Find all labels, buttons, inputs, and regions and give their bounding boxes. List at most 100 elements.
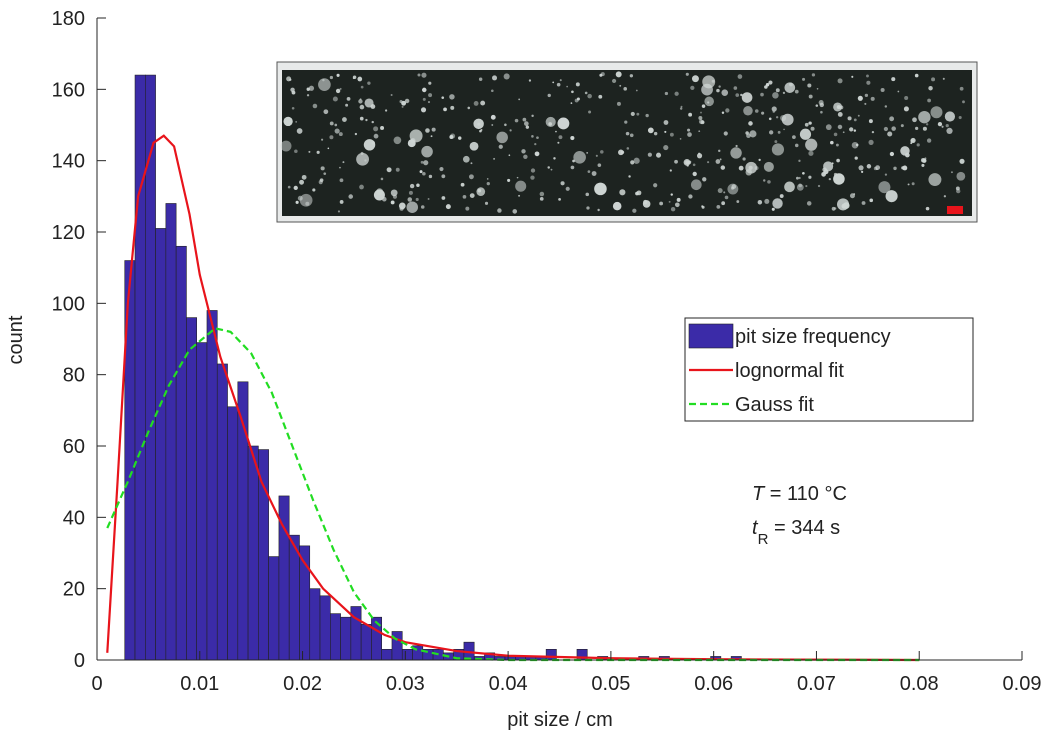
inset-speck [586, 206, 590, 210]
bar [268, 556, 280, 661]
inset-speck [571, 90, 574, 94]
inset-speck [774, 140, 778, 144]
inset-speck [552, 81, 555, 84]
inset-speck [676, 197, 681, 202]
inset-speck [515, 180, 527, 192]
inset-speck [798, 176, 801, 180]
inset-speck [891, 126, 896, 131]
bar [401, 648, 413, 661]
x-tick-label: 0.05 [591, 673, 630, 695]
inset-speck [342, 117, 347, 122]
inset-speck [864, 93, 869, 98]
y-tick-label: 140 [52, 151, 85, 173]
inset-speck [725, 108, 730, 113]
inset-speck [346, 96, 351, 101]
inset-speck [295, 200, 299, 204]
inset-speck [468, 174, 474, 180]
inset-speck [748, 121, 753, 126]
inset-speck [718, 149, 721, 153]
inset-speck [636, 112, 640, 116]
inset-speck [866, 164, 872, 169]
inset-speck [557, 117, 570, 130]
inset-speck [775, 116, 779, 119]
inset-speck [327, 147, 330, 150]
inset-speck [547, 166, 550, 169]
inset-speck [825, 124, 832, 131]
inset-speck [849, 127, 854, 132]
inset-speck [316, 150, 320, 154]
inset-speck [956, 171, 966, 181]
inset-speck [445, 204, 451, 210]
inset-speck [509, 129, 512, 132]
inset-speck [811, 73, 816, 77]
y-tick-label: 80 [63, 365, 85, 387]
bar [309, 588, 321, 661]
bar [134, 74, 146, 661]
inset-speck [560, 181, 565, 186]
inset-speck [925, 123, 929, 126]
inset-speck [669, 169, 672, 172]
inset-speck [422, 171, 426, 176]
inset-speck [765, 82, 770, 87]
annotation-symbol: t [752, 517, 759, 539]
inset-speck [512, 209, 518, 214]
inset-speck [861, 170, 864, 174]
inset-speck [555, 130, 557, 133]
inset-speck [323, 109, 329, 115]
x-tick-label: 0.04 [489, 673, 528, 695]
inset-speck [450, 105, 455, 110]
inset-speck [486, 182, 490, 186]
inset-speck [642, 200, 651, 208]
inset-speck [458, 136, 462, 140]
inset-speck [491, 89, 494, 93]
bar [391, 631, 403, 661]
inset-speck [931, 77, 936, 82]
inset-speck [575, 82, 580, 87]
inset-speck [771, 106, 777, 112]
inset-speck [524, 121, 529, 126]
inset-speck [690, 179, 702, 191]
inset-speck [805, 184, 808, 188]
inset-speck [794, 89, 799, 94]
inset-speck [320, 166, 325, 171]
inset-speck [625, 131, 630, 136]
inset-speck [633, 157, 640, 164]
inset-speck [653, 131, 658, 136]
inset-speck [295, 120, 298, 123]
inset-speck [367, 81, 371, 85]
inset-speck [417, 73, 421, 77]
inset-speck [808, 94, 813, 99]
inset-speck [883, 126, 889, 132]
inset-speck [928, 173, 942, 187]
legend-label: Gauss fit [735, 394, 814, 416]
x-axis-label: pit size / cm [507, 709, 613, 731]
bar [330, 613, 341, 661]
inset-speck [664, 130, 667, 133]
inset-speck [907, 183, 910, 186]
inset-speck [779, 194, 784, 199]
inset-speck [772, 92, 779, 99]
inset-speck [688, 112, 693, 117]
inset-speck [861, 201, 866, 205]
inset-speck [584, 91, 588, 95]
inset-speck [685, 72, 689, 76]
inset-speck [467, 106, 471, 110]
inset-speck [720, 165, 726, 170]
inset-speck [916, 143, 920, 147]
inset-speck [763, 161, 774, 172]
inset-speck [731, 186, 735, 190]
inset-speck [717, 188, 723, 194]
inset-speck [558, 197, 561, 201]
inset-speck [918, 110, 931, 124]
inset-speck [745, 169, 752, 176]
inset-speck [723, 191, 726, 194]
inset-speck [600, 150, 604, 154]
inset-speck [329, 75, 334, 80]
inset-speck [630, 111, 635, 117]
inset-speck [462, 155, 470, 163]
inset-speck [476, 187, 486, 197]
inset-speck [597, 163, 602, 167]
y-tick-label: 20 [63, 579, 85, 601]
y-axis-label: count [5, 315, 27, 364]
inset-speck [296, 128, 303, 134]
